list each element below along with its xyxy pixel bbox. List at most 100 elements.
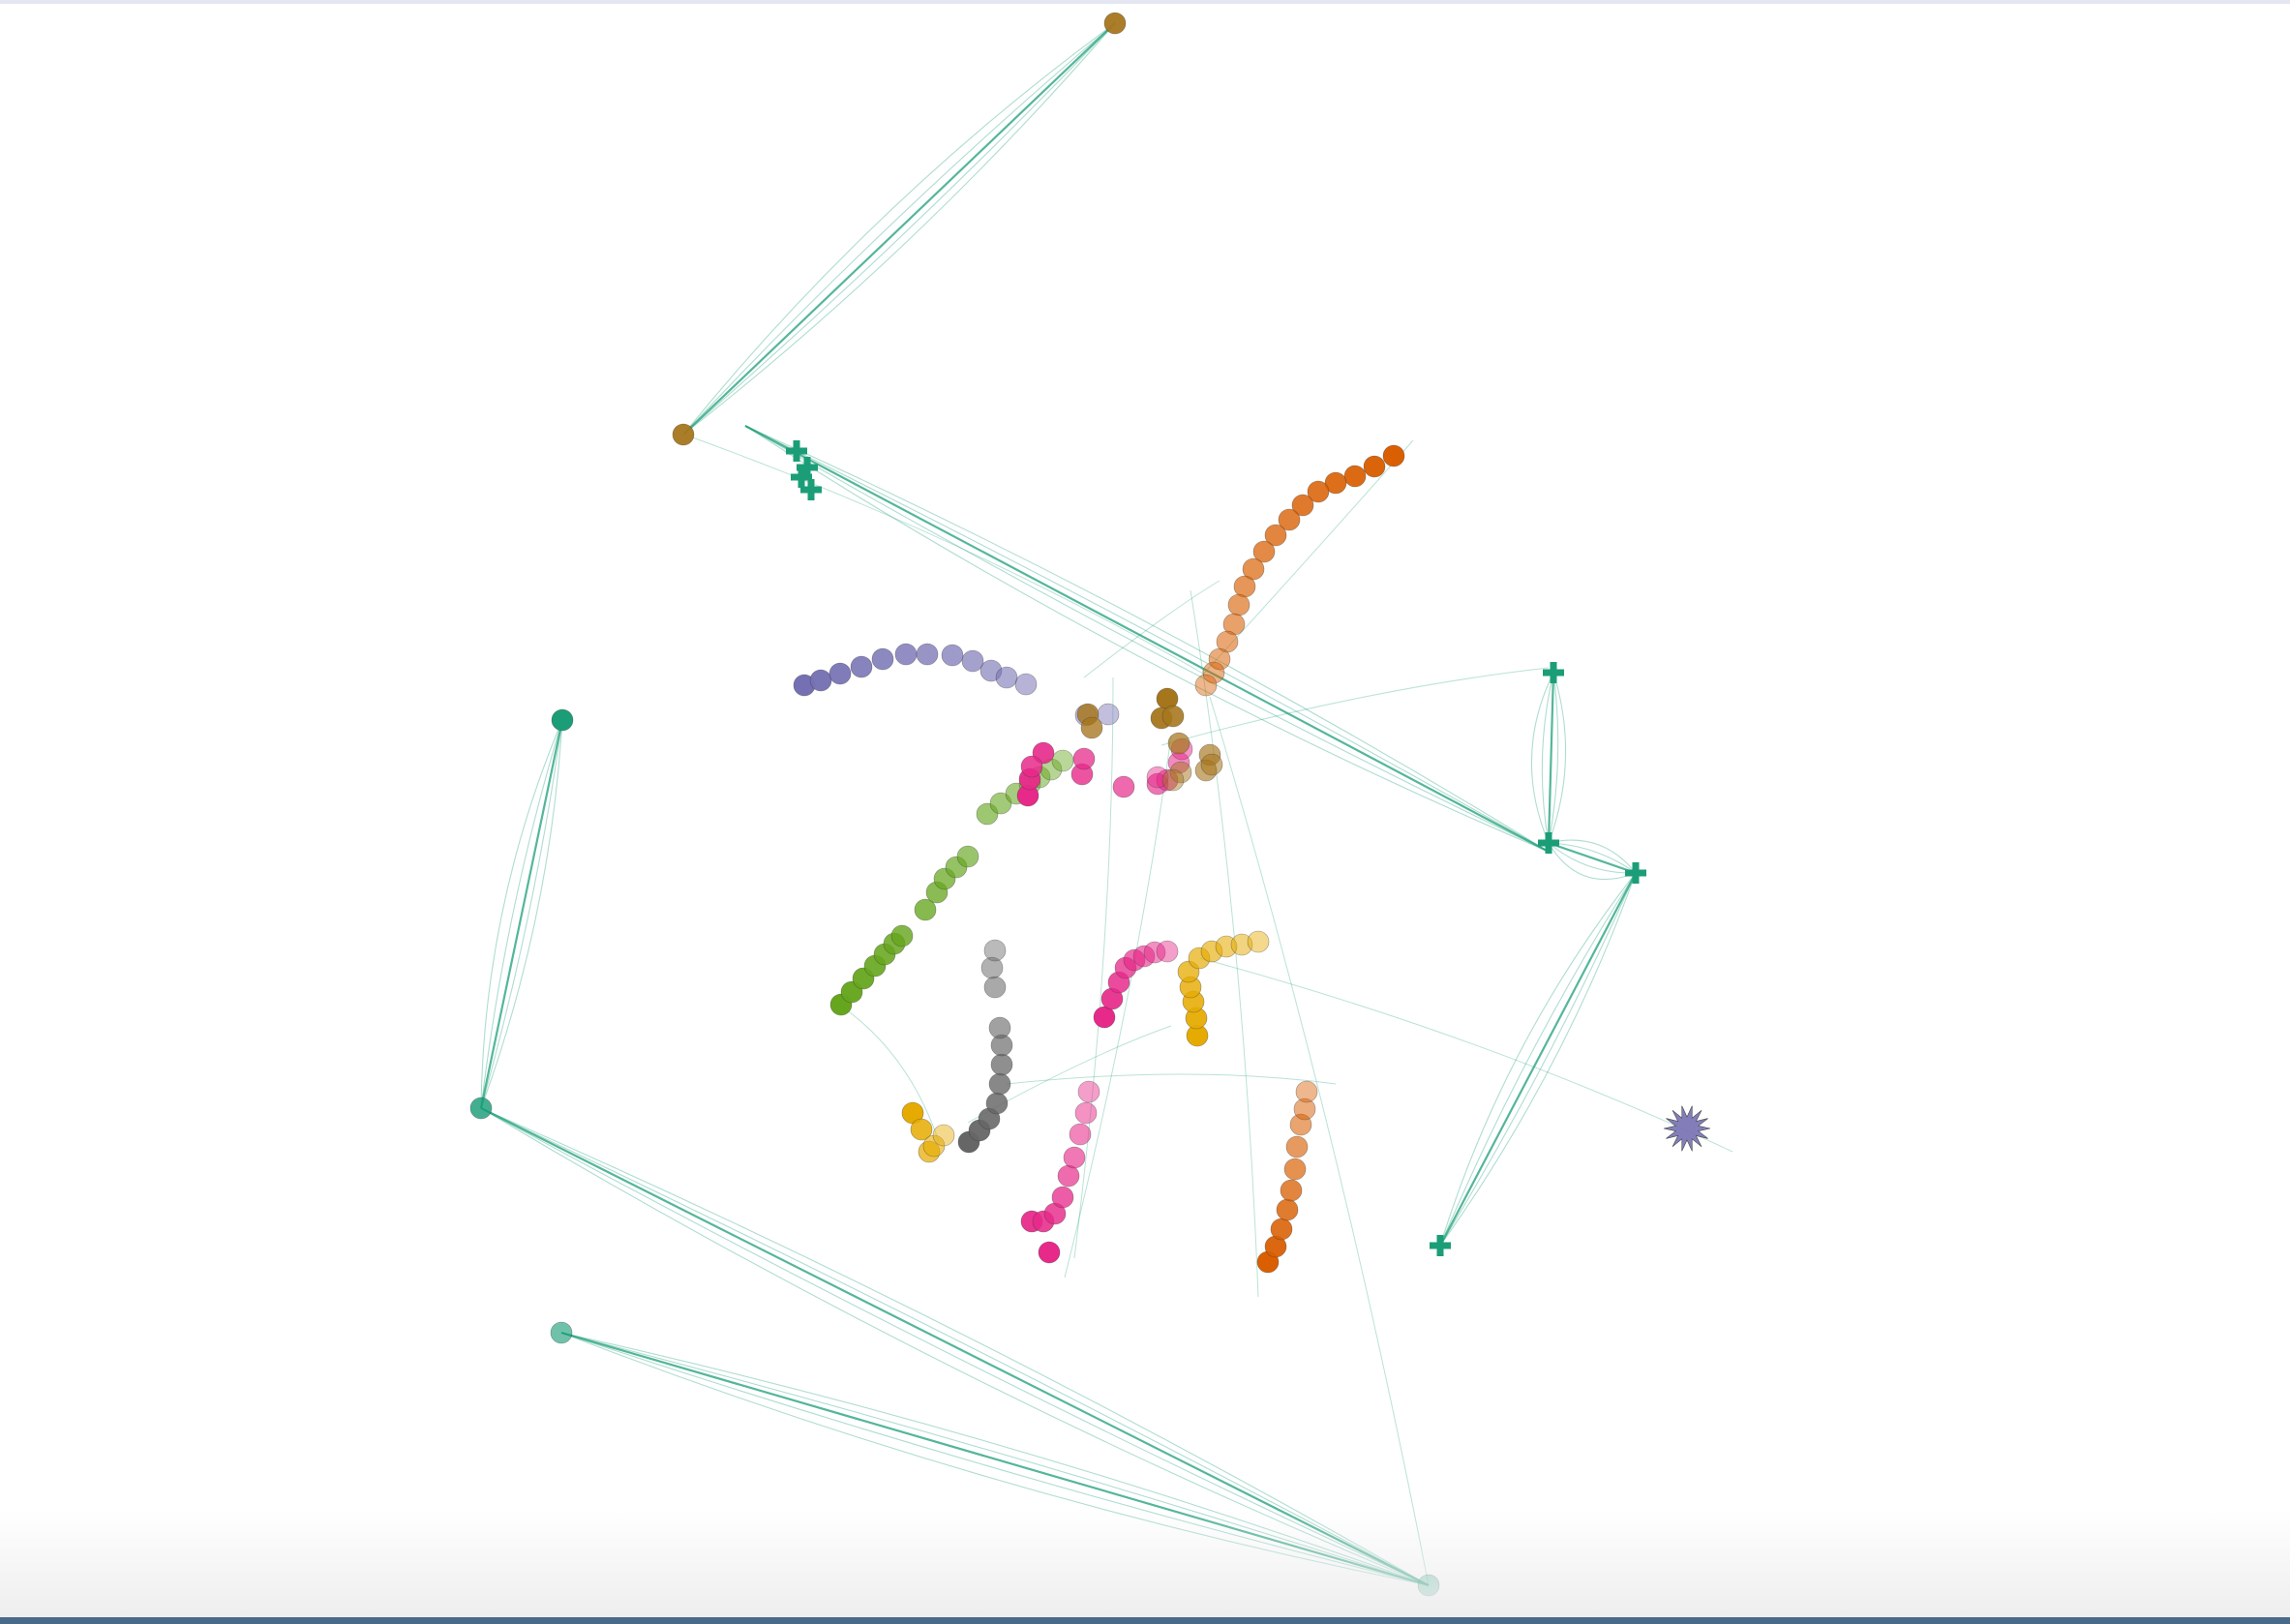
data-point [1307, 480, 1330, 503]
data-point [941, 644, 964, 667]
data-point [995, 666, 1018, 689]
edge-line [1209, 696, 1430, 1586]
data-point [983, 939, 1007, 962]
data-point [1161, 705, 1185, 728]
data-point [550, 1321, 573, 1344]
edge-line [841, 1006, 940, 1143]
data-point [1293, 1098, 1316, 1121]
data-point [1077, 1080, 1100, 1103]
edge-bundle [744, 425, 1550, 853]
series-orange-lower [1256, 1080, 1318, 1274]
window-bottom-border [0, 1617, 2290, 1624]
series-gray-mid [957, 939, 1013, 1154]
data-point [1063, 1146, 1086, 1169]
data-point [990, 1053, 1013, 1076]
edge-line [682, 22, 1116, 436]
series-small-cluster [901, 1101, 955, 1163]
data-point [850, 655, 873, 678]
data-point [809, 669, 832, 692]
edge-bundle [1530, 672, 1567, 844]
edge-line [1547, 672, 1555, 844]
edge-line [1548, 842, 1637, 881]
data-point [1112, 775, 1135, 798]
edge-bundle [479, 719, 564, 1109]
data-point [1276, 1198, 1299, 1221]
edge-line [480, 719, 563, 1109]
data-point [956, 845, 979, 868]
edge-line [1190, 589, 1259, 1298]
data-point [1283, 1158, 1307, 1181]
data-point [1093, 1006, 1116, 1029]
series-brown-pair [672, 12, 1127, 446]
edge-line [1006, 1073, 1337, 1085]
edge-line [1439, 872, 1637, 1247]
series-magenta-lower [1020, 1080, 1100, 1264]
data-point [1057, 1164, 1080, 1188]
edge-line [744, 425, 1550, 853]
data-point [1200, 753, 1223, 776]
data-point [1051, 1186, 1074, 1209]
edge-line [682, 22, 1116, 436]
edge-line [1439, 872, 1637, 1247]
data-point [551, 708, 574, 732]
data-point [1278, 508, 1301, 531]
edge-line [1548, 672, 1559, 844]
data-point [1382, 444, 1405, 467]
edge-line [1160, 667, 1550, 746]
series-purple-star [1663, 1105, 1711, 1152]
edge-line [682, 22, 1116, 436]
edge-line [1548, 672, 1567, 844]
data-point [1194, 674, 1218, 697]
data-point [988, 1016, 1011, 1039]
edge-line [1083, 580, 1220, 678]
edge-line [1548, 841, 1637, 875]
edge-line [744, 425, 1550, 853]
series-magenta-mid [1093, 940, 1179, 1029]
series-purple-arc [793, 643, 1120, 727]
edge-line [1199, 957, 1733, 1153]
data-point-cross [1543, 662, 1564, 683]
data-point [932, 1124, 955, 1147]
data-point [1230, 933, 1253, 956]
series-center-cluster [1076, 687, 1223, 792]
data-point [1014, 673, 1038, 696]
data-point [1363, 455, 1386, 478]
data-point [1247, 930, 1270, 953]
data-point [1020, 755, 1043, 778]
data-point [1264, 524, 1287, 547]
edge-line [480, 719, 563, 1109]
data-point [672, 423, 695, 446]
edge-line [1530, 672, 1554, 844]
data-point [910, 1118, 933, 1141]
series-yellow-mid [1177, 930, 1270, 1047]
data-point-cross [791, 466, 812, 488]
marker-layer [469, 12, 1711, 1597]
data-point [1227, 593, 1250, 617]
data-point [1233, 575, 1256, 598]
data-point [1143, 941, 1166, 964]
edge-line [480, 1107, 1430, 1586]
edge-line [479, 719, 564, 1109]
edge-line [682, 22, 1116, 436]
data-point [1285, 1135, 1309, 1158]
data-point [1202, 661, 1225, 684]
data-point [1074, 1101, 1098, 1125]
edge-line [480, 719, 563, 1109]
data-point-cross [1625, 862, 1646, 884]
data-point [1072, 747, 1096, 770]
data-point [1161, 768, 1185, 792]
edge-line [744, 425, 1550, 853]
data-point [914, 898, 937, 921]
data-point [1252, 540, 1276, 563]
edge-line [744, 425, 1550, 853]
edge-line [1548, 839, 1637, 874]
edge-line [682, 22, 1116, 436]
data-point-cross [1538, 832, 1559, 854]
data-point [1295, 1080, 1318, 1103]
data-point [1069, 1123, 1092, 1146]
data-point [983, 976, 1007, 999]
data-point [1343, 465, 1367, 488]
data-point [469, 1097, 493, 1120]
data-point [1167, 732, 1190, 755]
